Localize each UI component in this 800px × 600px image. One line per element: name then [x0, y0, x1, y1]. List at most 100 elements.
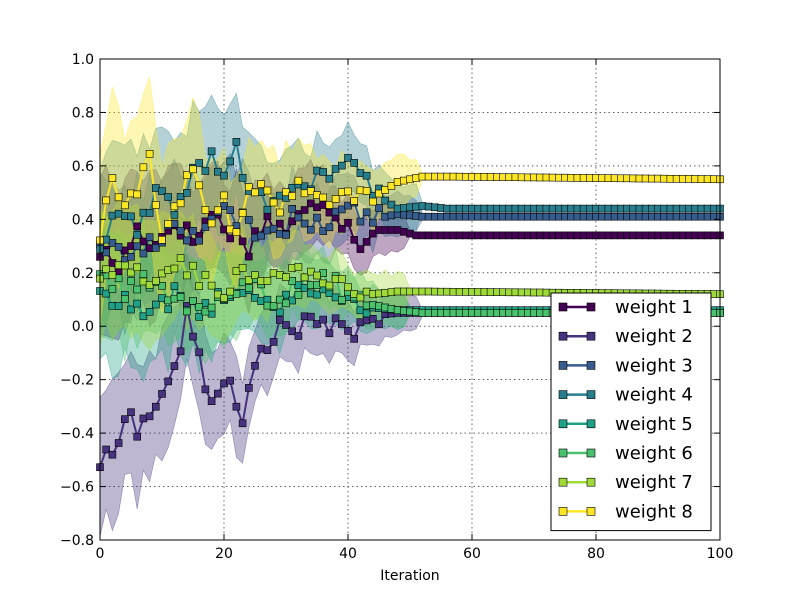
point-weight-7 [238, 263, 247, 272]
point-weight-6 [269, 302, 278, 310]
y-tick-label: −0.8 [60, 533, 94, 549]
legend: weight 1 weight 2 weight 3 weight 4 weight 5… [550, 292, 712, 532]
point-weight-2 [269, 338, 278, 346]
point-weight-2 [368, 314, 377, 323]
point-weight-6 [176, 293, 185, 302]
point-weight-6 [337, 295, 346, 304]
y-tick-label: 0.8 [72, 105, 94, 121]
point-weight-1 [263, 212, 272, 220]
point-weight-3 [195, 236, 203, 245]
point-weight-6 [189, 296, 197, 305]
point-weight-7 [344, 283, 352, 292]
point-weight-4 [381, 196, 390, 205]
point-weight-7 [127, 268, 135, 277]
legend-marker [558, 477, 568, 487]
point-weight-8 [257, 180, 266, 188]
legend-label: weight 8 [615, 501, 693, 522]
point-weight-8 [368, 197, 377, 206]
point-weight-3 [282, 231, 290, 239]
point-weight-3 [127, 253, 135, 261]
point-weight-7 [306, 267, 315, 276]
legend-label: weight 1 [615, 297, 693, 318]
point-weight-8 [189, 165, 197, 174]
legend-label: weight 6 [615, 443, 693, 464]
point-weight-2 [232, 402, 241, 411]
x-tick-label: 0 [96, 546, 105, 562]
point-weight-6 [133, 285, 141, 294]
point-weight-5 [164, 305, 172, 314]
point-weight-7 [152, 277, 160, 285]
point-weight-1 [275, 219, 284, 228]
point-weight-7 [102, 265, 110, 274]
point-weight-5 [362, 309, 371, 318]
point-weight-2 [102, 445, 110, 454]
point-weight-3 [226, 206, 234, 214]
point-weight-1 [183, 221, 191, 230]
point-weight-8 [164, 220, 172, 228]
legend-marker [558, 390, 568, 399]
series-markers [96, 138, 724, 472]
point-weight-5 [127, 305, 135, 314]
legend-marker [586, 477, 596, 487]
point-weight-3 [375, 204, 383, 212]
legend-box [550, 292, 712, 532]
point-weight-2 [306, 312, 315, 321]
legend-marker [558, 507, 568, 516]
point-weight-4 [325, 174, 334, 183]
point-weight-5 [114, 302, 123, 310]
point-weight-2 [201, 385, 210, 394]
point-weight-2 [158, 390, 166, 398]
point-weight-8 [238, 209, 247, 217]
point-weight-8 [288, 192, 297, 200]
point-weight-8 [319, 193, 328, 202]
point-weight-7 [356, 293, 365, 302]
point-weight-2 [344, 326, 352, 335]
point-weight-4 [350, 159, 359, 167]
point-weight-6 [207, 303, 216, 312]
point-weight-4 [232, 138, 241, 146]
point-weight-1 [337, 225, 346, 233]
y-tick-label: 1.0 [72, 52, 94, 68]
legend-marker [558, 448, 568, 458]
point-weight-8 [220, 191, 228, 200]
point-weight-8 [201, 206, 210, 214]
point-weight-2 [350, 335, 359, 343]
point-weight-8 [306, 187, 315, 195]
point-weight-3 [306, 225, 315, 234]
point-weight-8 [133, 190, 141, 199]
legend-marker [586, 448, 596, 458]
point-weight-6 [158, 281, 166, 290]
point-weight-3 [313, 213, 321, 222]
point-weight-8 [362, 187, 371, 195]
legend-label: weight 5 [615, 414, 693, 435]
point-weight-5 [282, 290, 290, 299]
point-weight-2 [282, 321, 290, 329]
point-weight-7 [325, 281, 334, 290]
point-weight-6 [121, 295, 129, 303]
point-weight-8 [282, 188, 290, 196]
point-weight-8 [139, 163, 148, 172]
point-weight-2 [170, 362, 179, 370]
point-weight-8 [263, 186, 272, 195]
point-weight-3 [152, 244, 160, 252]
y-tick-label: 0.6 [72, 159, 94, 175]
point-weight-3 [183, 236, 191, 245]
point-weight-7 [145, 280, 154, 289]
point-weight-2 [207, 397, 216, 406]
x-tick-label: 80 [587, 546, 605, 562]
point-weight-6 [139, 270, 148, 279]
point-weight-7 [108, 271, 117, 279]
point-weight-8 [387, 182, 396, 190]
point-weight-4 [164, 193, 172, 201]
point-weight-5 [313, 290, 321, 299]
point-weight-8 [294, 176, 303, 185]
point-weight-2 [325, 329, 334, 338]
point-weight-6 [183, 307, 191, 316]
point-weight-1 [288, 217, 297, 226]
x-tick-label: 60 [463, 546, 481, 562]
axis-ticks: 0 20 40 60 80 100 −0.8 −0.6 −0.4 −0.2 0.0 0.2 0.4 0.6… [60, 52, 733, 562]
point-weight-6 [294, 290, 303, 299]
point-weight-4 [344, 154, 352, 162]
point-weight-2 [245, 384, 253, 392]
